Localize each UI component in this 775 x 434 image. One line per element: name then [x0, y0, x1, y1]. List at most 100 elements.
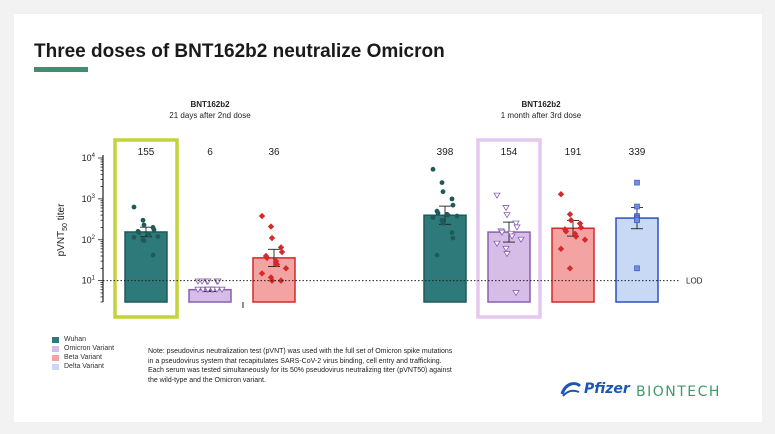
data-point [513, 224, 521, 231]
legend-label: Omicron Variant [64, 345, 115, 352]
data-point [218, 286, 226, 293]
data-point [508, 233, 516, 240]
legend-label: Wuhan [64, 336, 87, 343]
biontech-logo: BIONTECH [636, 384, 721, 400]
bar-value-label: 339 [629, 147, 646, 158]
legend-label: Beta Variant [64, 354, 103, 361]
highlight-box [113, 138, 179, 319]
data-point [277, 277, 285, 284]
data-point [498, 229, 506, 236]
lod-label: LOD [686, 277, 703, 286]
data-point [581, 236, 589, 243]
data-point [449, 230, 455, 235]
data-point [449, 196, 455, 202]
title-accent-bar [34, 67, 88, 72]
data-point [503, 251, 511, 258]
legend-item: Beta Variant [52, 353, 114, 362]
data-point [141, 238, 147, 244]
pfizer-wordmark: Pfizer [584, 381, 630, 397]
data-point [634, 179, 640, 186]
data-point [268, 234, 276, 242]
data-point [258, 270, 266, 277]
legend-swatch [52, 345, 59, 352]
data-point [440, 189, 446, 195]
data-point [566, 265, 574, 272]
bar-value-label: 191 [565, 147, 582, 158]
bar [423, 214, 467, 303]
data-point [263, 254, 271, 262]
data-point [566, 211, 574, 218]
data-point [634, 265, 640, 272]
data-point [213, 286, 221, 293]
data-point [434, 252, 440, 258]
y-tick-label: 102 [82, 235, 96, 245]
data-point [517, 236, 525, 244]
data-point [430, 166, 436, 172]
y-tick-label: 103 [82, 194, 96, 204]
data-point [454, 213, 460, 219]
legend-item: Delta Variant [52, 362, 114, 371]
data-point [634, 217, 640, 224]
data-point [151, 227, 157, 233]
data-point [562, 228, 570, 235]
data-point [194, 286, 202, 293]
data-point [502, 205, 510, 212]
bar-value-label: 36 [268, 147, 280, 158]
chart-legend: Wuhan Omicron Variant Beta Variant Delta… [52, 335, 114, 371]
data-point [131, 204, 137, 210]
bar [615, 217, 659, 303]
data-point [131, 234, 137, 240]
bar-value-label: 155 [138, 147, 155, 158]
bar [487, 231, 531, 303]
legend-label: Delta Variant [64, 363, 104, 370]
group-subtitle: 21 days after 2nd dose [169, 111, 251, 120]
y-tick-label: 101 [82, 276, 96, 286]
logos: Pfizer BIONTECH [560, 380, 735, 404]
data-point [503, 212, 511, 219]
data-point [493, 240, 501, 247]
data-point [445, 212, 451, 218]
data-point [150, 252, 156, 258]
bar-value-label: 398 [437, 147, 454, 158]
group-title: BNT162b2 [190, 100, 230, 109]
data-point [430, 215, 436, 220]
data-point [450, 202, 456, 208]
data-point [198, 278, 206, 285]
bar-value-label: 6 [207, 147, 213, 158]
pfizer-swirl-icon [560, 382, 582, 397]
data-point [278, 248, 286, 256]
data-point [567, 217, 575, 224]
footnote: Note: pseudovirus neutralization test (p… [148, 348, 453, 384]
slide-title: Three doses of BNT162b2 neutralize Omicr… [34, 41, 445, 62]
data-point [267, 223, 275, 230]
data-point [634, 203, 640, 210]
data-point [439, 180, 445, 186]
group-title: BNT162b2 [521, 100, 561, 109]
bar [124, 231, 168, 303]
data-point [273, 261, 281, 268]
y-tick-label: 104 [82, 153, 96, 163]
y-axis-label: pVNT50 titer [56, 203, 69, 256]
legend-swatch [52, 336, 59, 343]
data-point [493, 192, 501, 199]
data-point [141, 222, 147, 228]
legend-swatch [52, 363, 59, 370]
data-point [277, 244, 285, 251]
bar-value-label: 154 [501, 147, 518, 158]
data-point [435, 210, 441, 216]
data-point [450, 235, 456, 241]
data-point [155, 234, 161, 239]
data-point [136, 230, 142, 235]
data-point [204, 286, 212, 293]
pfizer-logo: Pfizer [560, 380, 630, 398]
group-subtitle: 1 month after 3rd dose [501, 111, 582, 120]
data-point [502, 245, 510, 253]
data-point [146, 232, 152, 238]
data-point [572, 233, 580, 240]
data-point [440, 221, 446, 226]
legend-swatch [52, 354, 59, 361]
data-point [577, 224, 585, 231]
highlight-box [476, 138, 542, 319]
data-point [557, 245, 565, 253]
